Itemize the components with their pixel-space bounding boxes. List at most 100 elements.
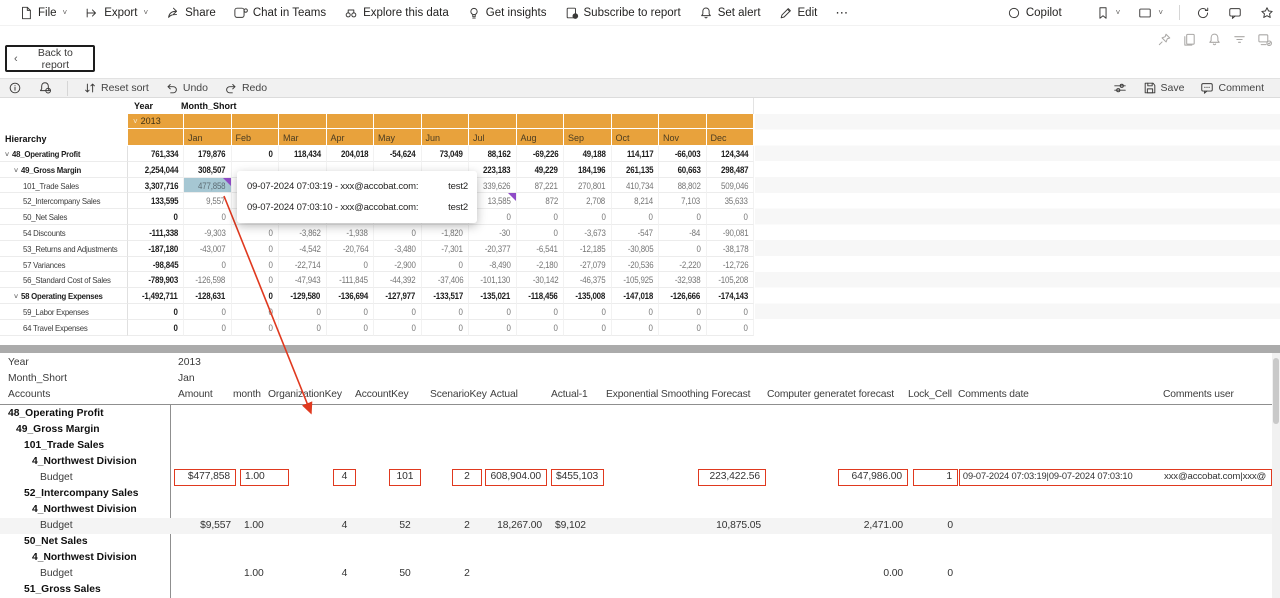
matrix-cell[interactable]: 0 <box>422 257 470 273</box>
detail-row-label[interactable]: 51_Gross Sales <box>0 582 101 598</box>
matrix-cell[interactable]: 118,434 <box>279 146 327 162</box>
detail-cell-acct[interactable]: 52 <box>389 518 421 534</box>
detail-cell-lock[interactable]: 0 <box>913 566 958 582</box>
detail-cell-acct[interactable]: 101 <box>389 469 421 486</box>
matrix-cell[interactable]: 0 <box>707 304 755 320</box>
detail-row-label[interactable]: Budget <box>0 566 73 582</box>
matrix-cell[interactable]: -129,580 <box>279 288 327 304</box>
share-button[interactable]: Share <box>157 0 225 26</box>
matrix-column-header-jan[interactable]: Jan <box>184 129 232 146</box>
matrix-cell[interactable]: 270,801 <box>564 178 612 194</box>
matrix-cell[interactable]: -547 <box>612 225 660 241</box>
detail-column-header-scen[interactable]: ScenarioKey <box>430 387 487 403</box>
matrix-cell[interactable]: 261,135 <box>612 162 660 178</box>
matrix-cell[interactable]: 298,487 <box>707 162 755 178</box>
chat-in-teams-button[interactable]: T Chat in Teams <box>225 0 335 26</box>
matrix-cell[interactable]: -12,726 <box>707 257 755 273</box>
matrix-cell[interactable]: -38,178 <box>707 241 755 257</box>
matrix-row-label[interactable]: 54 Discounts <box>0 225 128 241</box>
matrix-cell[interactable]: 184,196 <box>564 162 612 178</box>
matrix-total-cell[interactable]: 0 <box>128 209 184 225</box>
matrix-cell[interactable]: 49,229 <box>517 162 565 178</box>
matrix-cell[interactable]: 0 <box>232 257 280 273</box>
matrix-cell[interactable]: -147,018 <box>612 288 660 304</box>
matrix-cell[interactable]: 8,214 <box>612 193 660 209</box>
matrix-cell[interactable]: -6,541 <box>517 241 565 257</box>
matrix-cell[interactable]: -1,820 <box>422 225 470 241</box>
matrix-cell[interactable]: 179,876 <box>184 146 232 162</box>
matrix-cell[interactable]: -136,694 <box>327 288 375 304</box>
matrix-cell[interactable]: -3,862 <box>279 225 327 241</box>
detail-cell-esf[interactable]: 10,875.05 <box>698 518 766 534</box>
matrix-cell[interactable]: 0 <box>184 257 232 273</box>
detail-row-label[interactable]: 50_Net Sales <box>0 534 88 550</box>
matrix-cell[interactable]: 477,858 <box>184 178 232 194</box>
matrix-cell[interactable]: 0 <box>279 304 327 320</box>
matrix-row-label[interactable]: 53_Returns and Adjustments <box>0 241 128 257</box>
detail-cell-comments[interactable]: 09-07-2024 07:03:19|09-07-2024 07:03:10x… <box>959 469 1272 486</box>
detail-cell-scen[interactable]: 2 <box>452 469 482 486</box>
matrix-cell[interactable]: -90,081 <box>707 225 755 241</box>
detail-cell-lock[interactable]: 0 <box>913 518 958 534</box>
detail-cell-cgf[interactable]: 647,986.00 <box>838 469 908 486</box>
matrix-row-label[interactable]: ˅48_Operating Profit <box>0 146 128 162</box>
matrix-cell[interactable]: 0 <box>374 320 422 336</box>
vertical-scrollbar[interactable] <box>1272 353 1280 598</box>
detail-row-label[interactable]: 52_Intercompany Sales <box>0 486 138 502</box>
detail-column-header-amount[interactable]: Amount <box>178 387 213 403</box>
matrix-cell[interactable]: -20,536 <box>612 257 660 273</box>
matrix-total-cell[interactable]: 761,334 <box>128 146 184 162</box>
matrix-cell[interactable]: 0 <box>612 209 660 225</box>
filter-icon[interactable] <box>1232 32 1247 47</box>
subscribe-to-report-button[interactable]: Subscribe to report <box>556 0 690 26</box>
matrix-cell[interactable]: 872 <box>517 193 565 209</box>
matrix-cell[interactable]: 0 <box>517 225 565 241</box>
matrix-row-label[interactable]: 57 Variances <box>0 257 128 273</box>
matrix-cell[interactable]: 124,344 <box>707 146 755 162</box>
matrix-cell[interactable]: 0 <box>184 320 232 336</box>
matrix-row-label[interactable]: 64 Travel Expenses <box>0 320 128 336</box>
matrix-cell[interactable]: -8,490 <box>469 257 517 273</box>
detail-cell-actual1[interactable]: $9,102 <box>551 518 604 534</box>
matrix-cell[interactable]: -3,480 <box>374 241 422 257</box>
matrix-cell[interactable]: -84 <box>659 225 707 241</box>
detail-cell-month[interactable]: 1.00 <box>240 566 289 582</box>
matrix-cell[interactable]: 0 <box>232 225 280 241</box>
matrix-cell[interactable]: 0 <box>517 320 565 336</box>
detail-column-header-org[interactable]: OrganizationKey <box>268 387 342 403</box>
matrix-cell[interactable]: -7,301 <box>422 241 470 257</box>
detail-cell-actual1[interactable]: $455,103 <box>551 469 604 486</box>
matrix-cell[interactable]: -126,666 <box>659 288 707 304</box>
detail-column-header-esf[interactable]: Exponential Smoothing Forecast <box>606 387 750 403</box>
personalize-button[interactable] <box>1105 81 1135 95</box>
refresh-button[interactable] <box>1187 0 1219 26</box>
save-button[interactable]: Save <box>1135 81 1193 95</box>
detail-cell-cgf[interactable]: 0.00 <box>838 566 908 582</box>
pin-icon[interactable] <box>1157 32 1172 47</box>
matrix-column-header-oct[interactable]: Oct <box>612 129 660 146</box>
matrix-total-cell[interactable]: -1,492,711 <box>128 288 184 304</box>
matrix-cell[interactable]: -37,406 <box>422 272 470 288</box>
matrix-total-cell[interactable]: 0 <box>128 304 184 320</box>
get-insights-button[interactable]: Get insights <box>458 0 556 26</box>
matrix-column-header-nov[interactable]: Nov <box>659 129 707 146</box>
matrix-cell[interactable]: 0 <box>232 146 280 162</box>
matrix-cell[interactable]: 0 <box>564 209 612 225</box>
edit-button[interactable]: Edit <box>770 0 827 26</box>
matrix-row-label[interactable]: 52_Intercompany Sales <box>0 193 128 209</box>
matrix-cell[interactable]: 410,734 <box>612 178 660 194</box>
matrix-cell[interactable]: 0 <box>374 225 422 241</box>
matrix-cell[interactable]: 114,117 <box>612 146 660 162</box>
detail-cell-actual[interactable]: 608,904.00 <box>485 469 547 486</box>
collapse-chevron-icon[interactable]: ˅ <box>5 152 9 159</box>
matrix-cell[interactable]: -111,845 <box>327 272 375 288</box>
matrix-cell[interactable]: 87,221 <box>517 178 565 194</box>
matrix-row-label[interactable]: 50_Net Sales <box>0 209 128 225</box>
detail-row-label[interactable]: 4_Northwest Division <box>0 550 137 566</box>
copilot-button[interactable]: Copilot <box>998 0 1071 26</box>
matrix-cell[interactable]: -30 <box>469 225 517 241</box>
matrix-cell[interactable]: 0 <box>232 304 280 320</box>
matrix-cell[interactable]: 0 <box>232 320 280 336</box>
matrix-cell[interactable]: 88,802 <box>659 178 707 194</box>
detail-cell-lock[interactable]: 1 <box>913 469 958 486</box>
